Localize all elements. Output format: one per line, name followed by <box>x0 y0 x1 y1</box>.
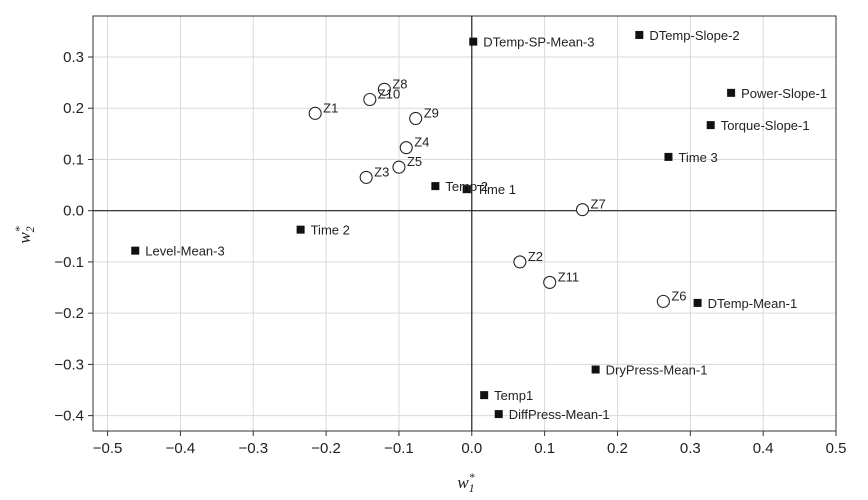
point-label: Temp1 <box>494 388 533 403</box>
point-label: Z3 <box>374 164 389 179</box>
plot-frame <box>92 15 837 432</box>
x-tick-label: −0.3 <box>238 440 268 457</box>
square-marker <box>462 185 471 194</box>
square-marker <box>591 365 600 374</box>
square-marker <box>469 37 478 46</box>
square-marker <box>494 410 503 419</box>
x-tick-label: 0.5 <box>826 440 847 457</box>
circle-marker <box>543 275 557 289</box>
y-tick-label: 0.0 <box>63 203 84 220</box>
square-marker <box>296 225 305 234</box>
point-label: Level-Mean-3 <box>145 244 225 259</box>
square-marker <box>635 30 644 39</box>
point-label: DTemp-Mean-1 <box>708 296 798 311</box>
y-tick-label: −0.3 <box>54 356 84 373</box>
x-tick-label: 0.1 <box>534 440 555 457</box>
point-label: Z10 <box>378 87 400 102</box>
square-marker <box>480 391 489 400</box>
point-label: DiffPress-Mean-1 <box>509 407 610 422</box>
square-marker <box>431 182 440 191</box>
y-axis-title: w*2 <box>12 226 37 243</box>
point-label: Z9 <box>424 105 439 120</box>
circle-marker <box>575 203 590 217</box>
x-tick-label: −0.2 <box>311 440 341 457</box>
point-label: Z11 <box>558 269 579 284</box>
point-label: Time 3 <box>678 150 717 165</box>
point-label: DTemp-SP-Mean-3 <box>483 35 594 50</box>
grid-lines <box>93 16 837 431</box>
square-marker <box>706 121 715 130</box>
x-tick-label: 0.0 <box>461 440 482 457</box>
point-label: Z1 <box>323 100 338 115</box>
point-label: Z4 <box>414 135 429 150</box>
x-tick-label: −0.1 <box>384 440 414 457</box>
zero-axes <box>93 16 836 431</box>
x-axis-title: w* 1 <box>457 470 474 495</box>
point-label: DTemp-Slope-2 <box>649 28 739 43</box>
point-label: Time 2 <box>311 223 350 238</box>
circle-marker <box>392 160 406 174</box>
data-points <box>131 30 736 419</box>
square-marker <box>664 152 673 161</box>
square-marker <box>727 88 736 97</box>
point-label: DryPress-Mean-1 <box>606 363 708 378</box>
point-label: Temp 2 <box>445 179 488 194</box>
circle-marker <box>409 111 423 126</box>
circle-marker <box>377 82 391 96</box>
point-label: Z7 <box>591 197 606 212</box>
circle-marker <box>399 141 413 155</box>
x-tick-label: 0.2 <box>607 440 628 457</box>
y-tick-label: 0.2 <box>63 100 84 117</box>
y-tick-label: 0.1 <box>63 151 84 168</box>
x-tick-labels: −0.5 −0.4 −0.3 −0.2 −0.1 0.0 0.1 0.2 0.3 0.4 0.5 <box>93 431 847 457</box>
point-label: Torque-Slope-1 <box>721 118 810 133</box>
y-tick-label: −0.1 <box>54 254 84 271</box>
point-label: Z5 <box>407 154 422 169</box>
x-tick-label: −0.5 <box>93 440 123 457</box>
y-tick-label: 0.3 <box>63 49 84 66</box>
y-tick-label: −0.2 <box>54 305 84 322</box>
circle-marker <box>656 294 670 308</box>
point-label: Power-Slope-1 <box>741 86 827 101</box>
square-marker <box>131 246 140 255</box>
point-label: Time 1 <box>477 182 516 197</box>
point-label: Z6 <box>671 288 686 303</box>
y-tick-label: −0.4 <box>54 408 84 425</box>
x-tick-label: 0.4 <box>753 440 774 457</box>
y-tick-labels: −0.4 −0.3 −0.2 −0.1 0.0 0.1 0.2 0.3 <box>54 49 93 425</box>
circle-marker <box>513 255 527 269</box>
x-tick-label: −0.4 <box>166 440 196 457</box>
circle-marker <box>359 170 373 184</box>
x-tick-label: 0.3 <box>680 440 701 457</box>
square-marker <box>693 298 702 307</box>
point-label: Z2 <box>528 249 543 264</box>
circle-marker <box>363 92 377 107</box>
circle-marker <box>308 106 322 120</box>
point-label: Z8 <box>392 76 407 91</box>
